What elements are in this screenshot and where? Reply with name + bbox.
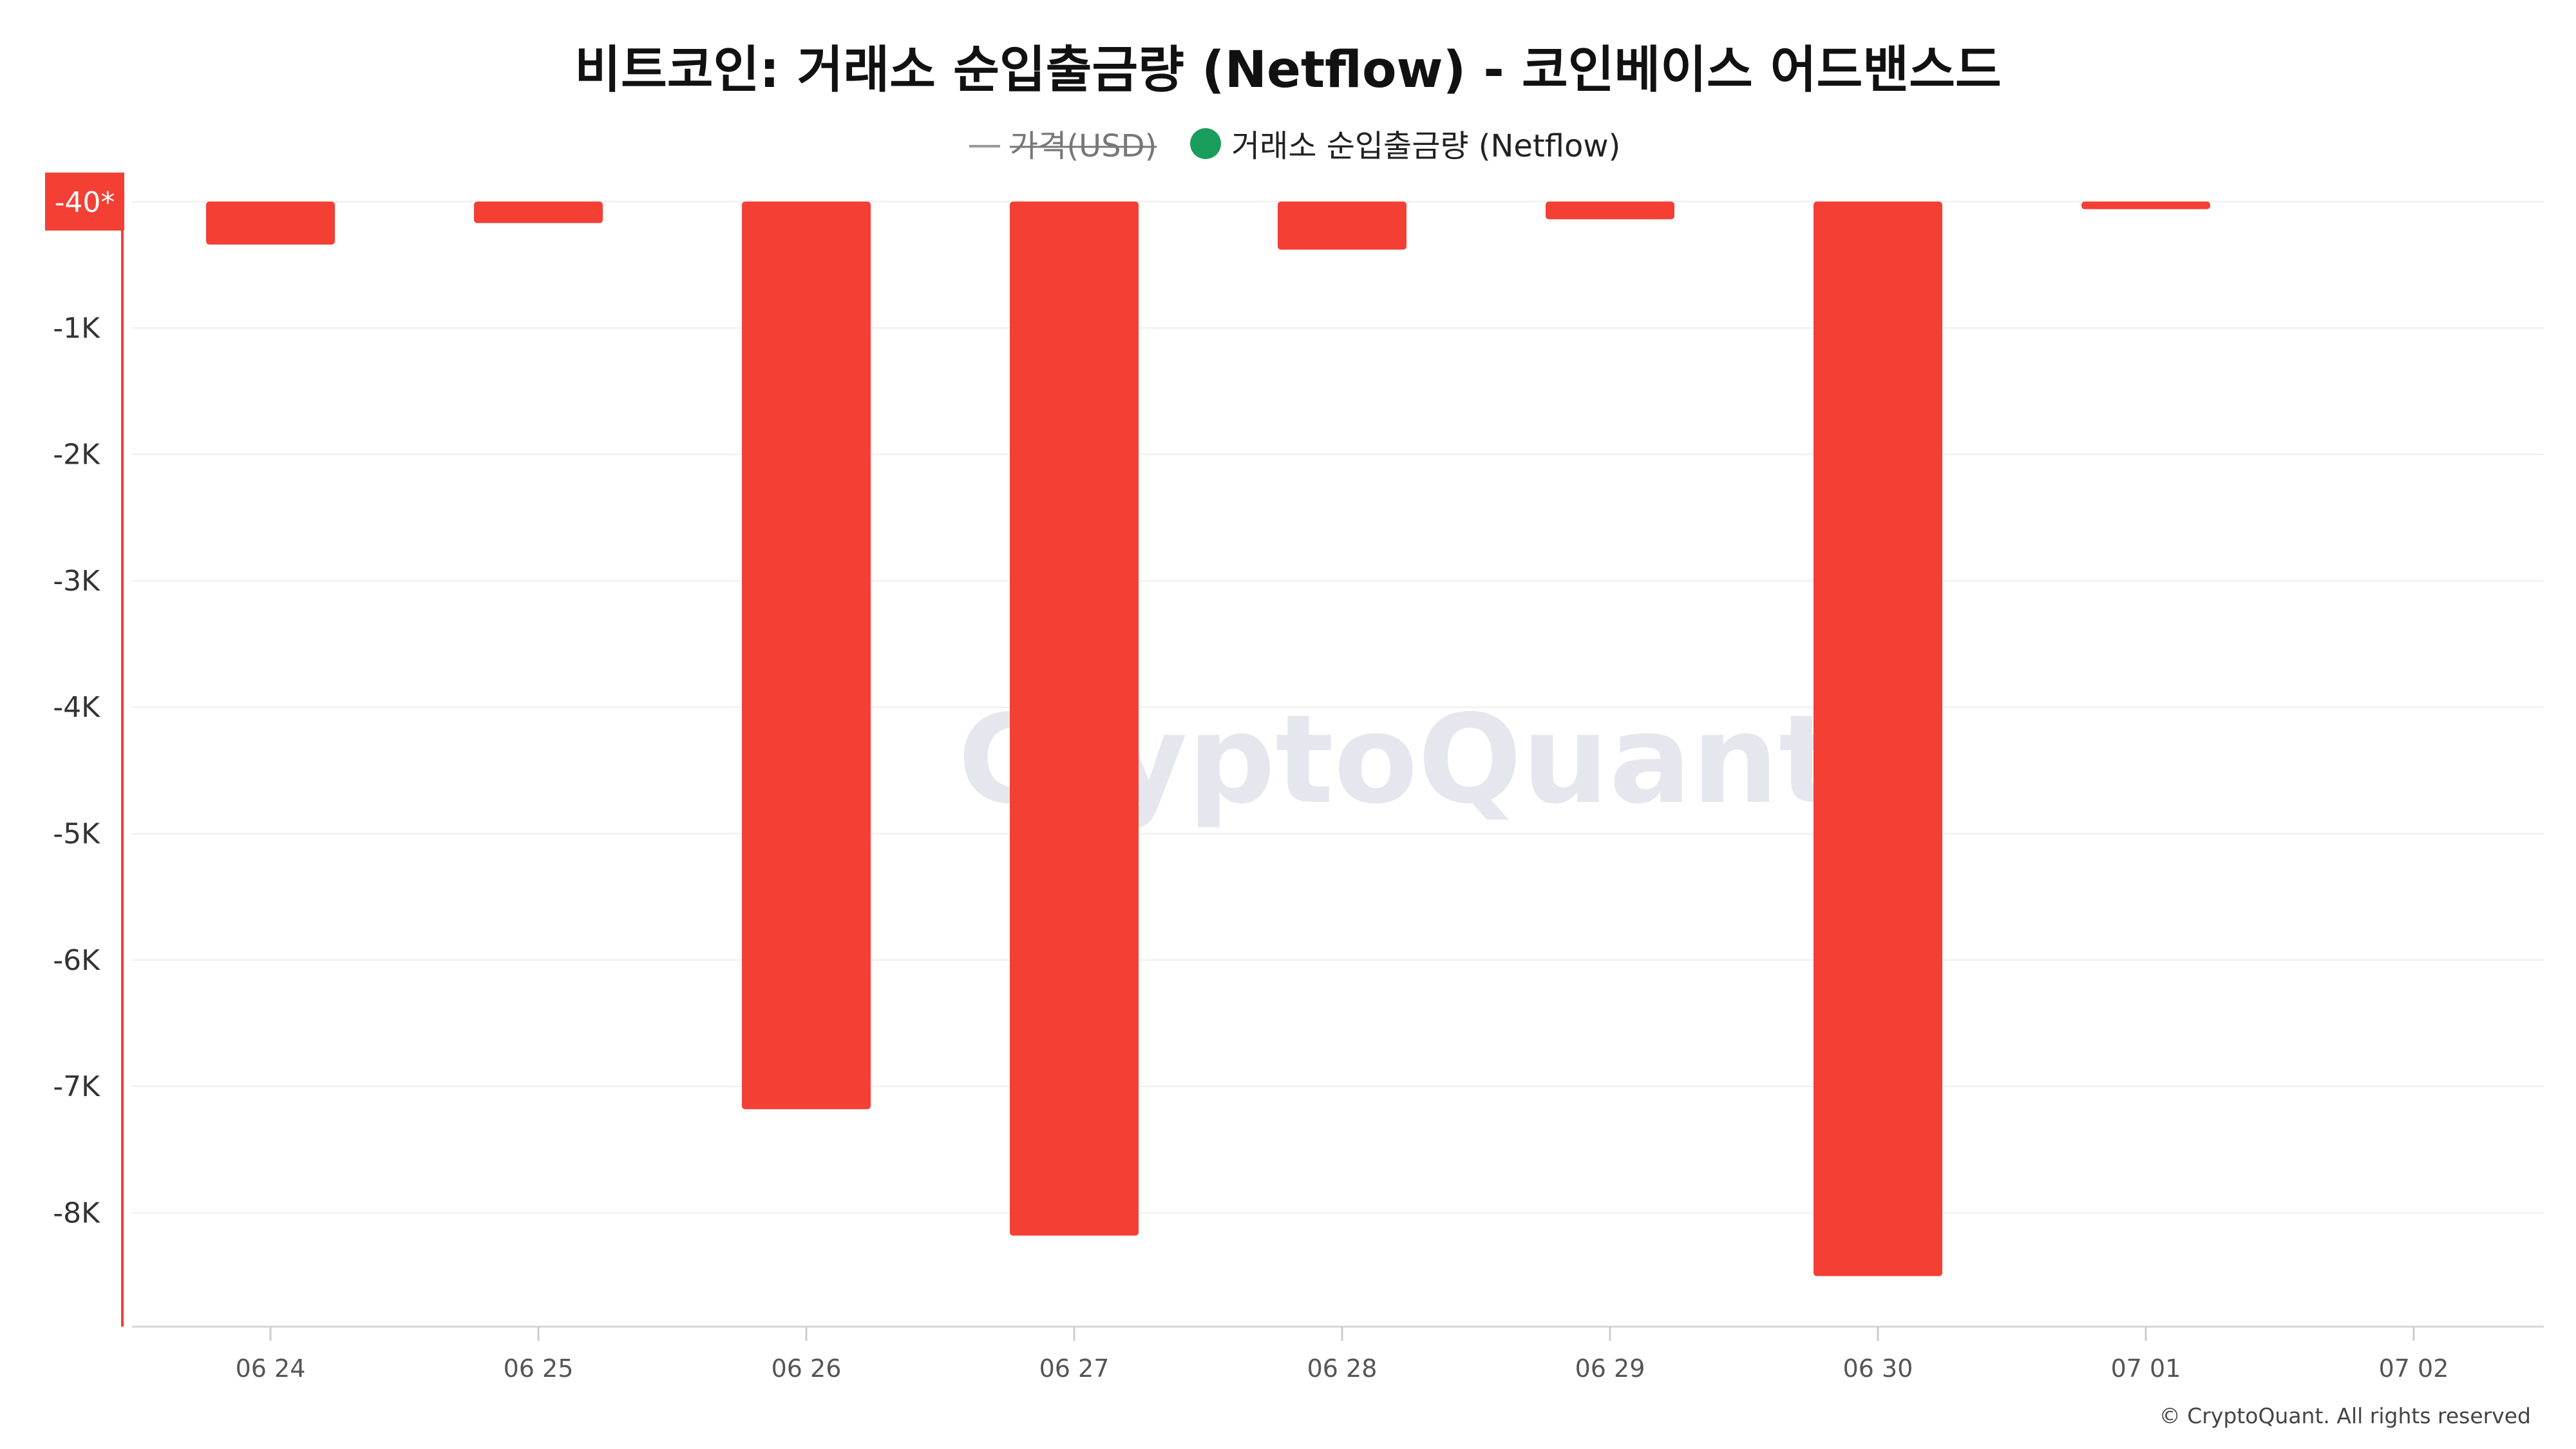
y-axis-ticks: -1K -2K -3K -4K -5K -6K -7K -8K xyxy=(53,312,100,1229)
axes xyxy=(121,173,2544,1328)
y-tick-label: -3K xyxy=(53,565,100,598)
y-tick-label: -4K xyxy=(53,691,100,724)
x-tick-label: 06 26 xyxy=(772,1354,842,1383)
bar-06-30[interactable] xyxy=(1814,202,1942,1276)
current-value-badge xyxy=(45,173,124,231)
legend-item-netflow[interactable]: 거래소 순입출금량 (Netflow) xyxy=(1231,128,1620,164)
bar-06-25[interactable] xyxy=(474,202,603,223)
y-tick-label: -5K xyxy=(53,817,100,850)
y-tick-label: -7K xyxy=(53,1070,100,1103)
bar-06-26[interactable] xyxy=(742,202,871,1110)
x-tick-label: 06 30 xyxy=(1843,1354,1913,1383)
bars xyxy=(206,202,2210,1276)
y-tick-label: -1K xyxy=(53,312,100,345)
y-tick-label: -8K xyxy=(53,1197,100,1229)
x-tick-label: 06 28 xyxy=(1307,1354,1378,1383)
bar-06-24[interactable] xyxy=(206,202,335,245)
x-tick-label: 06 29 xyxy=(1575,1354,1645,1383)
bar-06-28[interactable] xyxy=(1278,202,1406,250)
chart-title: 비트코인: 거래소 순입출금량 (Netflow) - 코인베이스 어드밴스드 xyxy=(574,41,2001,99)
bar-07-01[interactable] xyxy=(2081,202,2210,209)
x-tick-label: 06 25 xyxy=(504,1354,574,1383)
x-tick-label: 06 27 xyxy=(1039,1354,1110,1383)
bar-06-29[interactable] xyxy=(1546,202,1674,220)
legend-netflow-dot-icon xyxy=(1190,128,1221,159)
y-tick-label: -2K xyxy=(53,439,100,471)
x-tick-label: 07 02 xyxy=(2379,1354,2449,1383)
current-value-marker: -40* xyxy=(45,173,124,231)
x-tick-label: 06 24 xyxy=(236,1354,306,1383)
x-axis-ticks: 06 24 06 25 06 26 06 27 06 28 06 29 06 30 07 01… xyxy=(236,1327,2449,1383)
y-tick-label: -6K xyxy=(53,944,100,977)
copyright-notice: © CryptoQuant. All rights reserved xyxy=(2159,1403,2531,1428)
bar-06-27[interactable] xyxy=(1010,202,1139,1236)
legend: 가격(USD) 거래소 순입출금량 (Netflow) xyxy=(969,128,1620,164)
x-tick-label: 07 01 xyxy=(2111,1354,2181,1383)
current-value-label: -40* xyxy=(55,186,115,219)
